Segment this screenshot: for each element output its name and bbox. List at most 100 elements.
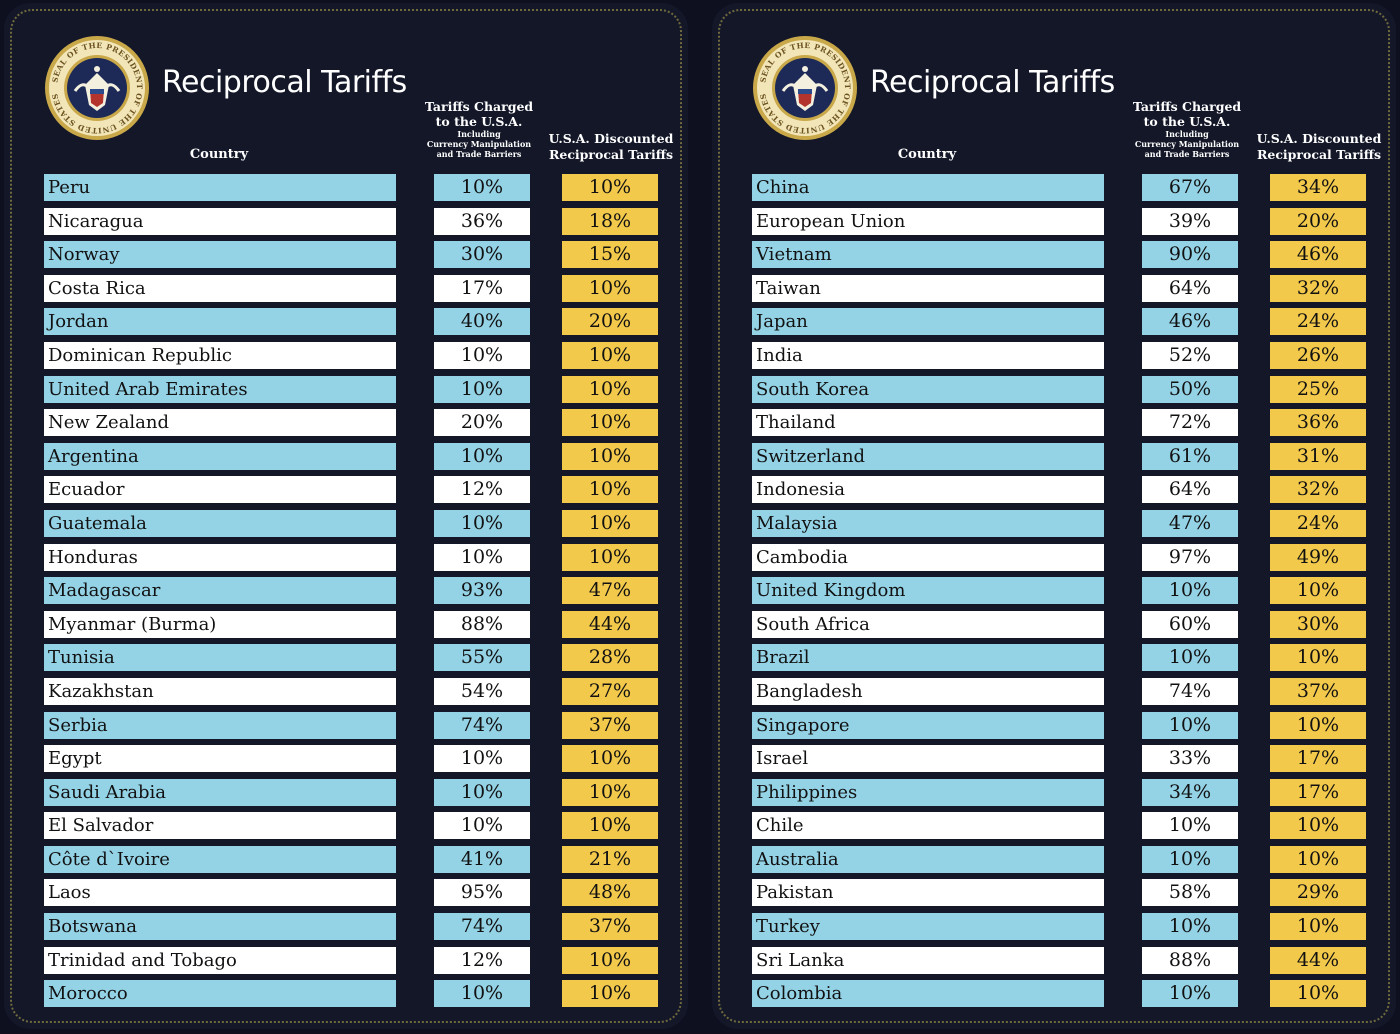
table-row: South Korea 50% 25%	[712, 373, 1396, 407]
country-cell: South Africa	[752, 610, 1104, 638]
country-cell: Taiwan	[752, 274, 1104, 302]
table-row: Honduras 10% 10%	[4, 541, 688, 575]
charged-tariff-cell: 74%	[1142, 677, 1238, 705]
country-cell: Japan	[752, 308, 1104, 336]
tariff-table-right: China 67% 34% European Union 39% 20% Vietnam 90…	[712, 171, 1396, 1011]
discounted-tariff-cell: 37%	[1270, 677, 1366, 705]
discounted-tariff-cell: 37%	[562, 913, 658, 941]
country-cell: Australia	[752, 845, 1104, 873]
table-row: Colombia 10% 10%	[712, 977, 1396, 1011]
table-row: Laos 95% 48%	[4, 876, 688, 910]
discounted-tariff-cell: 10%	[562, 375, 658, 403]
country-cell: Brazil	[752, 644, 1104, 672]
charged-tariff-cell: 41%	[434, 845, 530, 873]
charged-tariff-cell: 10%	[434, 543, 530, 571]
charged-tariff-cell: 93%	[434, 577, 530, 605]
discounted-tariff-cell: 44%	[1270, 946, 1366, 974]
charged-header-sub3: and Trade Barriers	[436, 149, 522, 159]
discounted-tariff-cell: 10%	[562, 745, 658, 773]
discounted-tariff-cell: 47%	[562, 577, 658, 605]
discounted-tariff-cell: 10%	[562, 341, 658, 369]
country-cell: Chile	[752, 812, 1104, 840]
country-cell: Bangladesh	[752, 677, 1104, 705]
table-row: Singapore 10% 10%	[712, 709, 1396, 743]
country-cell: Laos	[44, 879, 396, 907]
discount-header-line1: U.S.A. Discounted	[548, 131, 674, 146]
country-cell: Colombia	[752, 980, 1104, 1008]
discount-column-header: U.S.A. Discounted Reciprocal Tariffs	[1250, 131, 1388, 162]
discounted-tariff-cell: 10%	[1270, 913, 1366, 941]
discounted-tariff-cell: 36%	[1270, 409, 1366, 437]
country-cell: Pakistan	[752, 879, 1104, 907]
discounted-tariff-cell: 31%	[1270, 442, 1366, 470]
page-title: Reciprocal Tariffs	[162, 65, 407, 100]
table-row: Sri Lanka 88% 44%	[712, 944, 1396, 978]
discounted-tariff-cell: 48%	[562, 879, 658, 907]
discounted-tariff-cell: 17%	[1270, 745, 1366, 773]
charged-header-sub1: Including	[1165, 129, 1209, 139]
charged-column-header: Tariffs Charged to the U.S.A. Including …	[1130, 99, 1244, 159]
country-cell: Israel	[752, 745, 1104, 773]
country-cell: El Salvador	[44, 812, 396, 840]
presidential-seal-icon: SEAL OF THE PRESIDENT OF THE UNITED STAT…	[45, 36, 149, 140]
page-title: Reciprocal Tariffs	[870, 65, 1115, 100]
table-row: Costa Rica 17% 10%	[4, 272, 688, 306]
table-row: Japan 46% 24%	[712, 305, 1396, 339]
table-row: Malaysia 47% 24%	[712, 507, 1396, 541]
table-row: Taiwan 64% 32%	[712, 272, 1396, 306]
table-row: Madagascar 93% 47%	[4, 574, 688, 608]
discounted-tariff-cell: 26%	[1270, 341, 1366, 369]
discounted-tariff-cell: 30%	[1270, 610, 1366, 638]
tariff-panel-left: SEAL OF THE PRESIDENT OF THE UNITED STAT…	[4, 3, 688, 1029]
discounted-tariff-cell: 20%	[1270, 207, 1366, 235]
charged-header-line1: Tariffs Charged	[1132, 99, 1242, 114]
discount-header-line1: U.S.A. Discounted	[1256, 131, 1382, 146]
charged-tariff-cell: 10%	[434, 375, 530, 403]
charged-tariff-cell: 72%	[1142, 409, 1238, 437]
table-row: New Zealand 20% 10%	[4, 406, 688, 440]
country-cell: Philippines	[752, 778, 1104, 806]
charged-tariff-cell: 64%	[1142, 274, 1238, 302]
charged-header-line1: Tariffs Charged	[424, 99, 534, 114]
charged-column-header: Tariffs Charged to the U.S.A. Including …	[422, 99, 536, 159]
discounted-tariff-cell: 10%	[1270, 845, 1366, 873]
charged-header-sub1: Including	[457, 129, 501, 139]
tariff-table-left: Peru 10% 10% Nicaragua 36% 18% Norway 30% 15% Cos…	[4, 171, 688, 1011]
table-row: Brazil 10% 10%	[712, 641, 1396, 675]
charged-header-sub3: and Trade Barriers	[1144, 149, 1230, 159]
table-row: Myanmar (Burma) 88% 44%	[4, 608, 688, 642]
charged-tariff-cell: 64%	[1142, 476, 1238, 504]
discounted-tariff-cell: 10%	[562, 442, 658, 470]
charged-tariff-cell: 17%	[434, 274, 530, 302]
table-row: United Kingdom 10% 10%	[712, 574, 1396, 608]
charged-header-line2: to the U.S.A.	[1143, 114, 1231, 129]
table-row: Cambodia 97% 49%	[712, 541, 1396, 575]
discount-column-header: U.S.A. Discounted Reciprocal Tariffs	[542, 131, 680, 162]
country-cell: India	[752, 341, 1104, 369]
discounted-tariff-cell: 10%	[562, 274, 658, 302]
table-row: Dominican Republic 10% 10%	[4, 339, 688, 373]
charged-tariff-cell: 10%	[434, 174, 530, 201]
discounted-tariff-cell: 15%	[562, 241, 658, 269]
charged-tariff-cell: 88%	[1142, 946, 1238, 974]
table-row: Argentina 10% 10%	[4, 440, 688, 474]
table-row: European Union 39% 20%	[712, 205, 1396, 239]
country-cell: Madagascar	[44, 577, 396, 605]
discounted-tariff-cell: 10%	[1270, 644, 1366, 672]
table-row: China 67% 34%	[712, 171, 1396, 205]
discounted-tariff-cell: 10%	[562, 778, 658, 806]
charged-header-sub2: Currency Manipulation	[426, 139, 532, 149]
table-row: Norway 30% 15%	[4, 238, 688, 272]
charged-tariff-cell: 10%	[434, 745, 530, 773]
table-row: Peru 10% 10%	[4, 171, 688, 205]
charged-tariff-cell: 10%	[434, 442, 530, 470]
discounted-tariff-cell: 29%	[1270, 879, 1366, 907]
country-cell: Morocco	[44, 980, 396, 1008]
country-column-header: Country	[189, 147, 249, 162]
country-cell: Côte d`Ivoire	[44, 845, 396, 873]
discounted-tariff-cell: 37%	[562, 711, 658, 739]
charged-tariff-cell: 10%	[1142, 711, 1238, 739]
table-row: Tunisia 55% 28%	[4, 641, 688, 675]
discounted-tariff-cell: 10%	[1270, 711, 1366, 739]
